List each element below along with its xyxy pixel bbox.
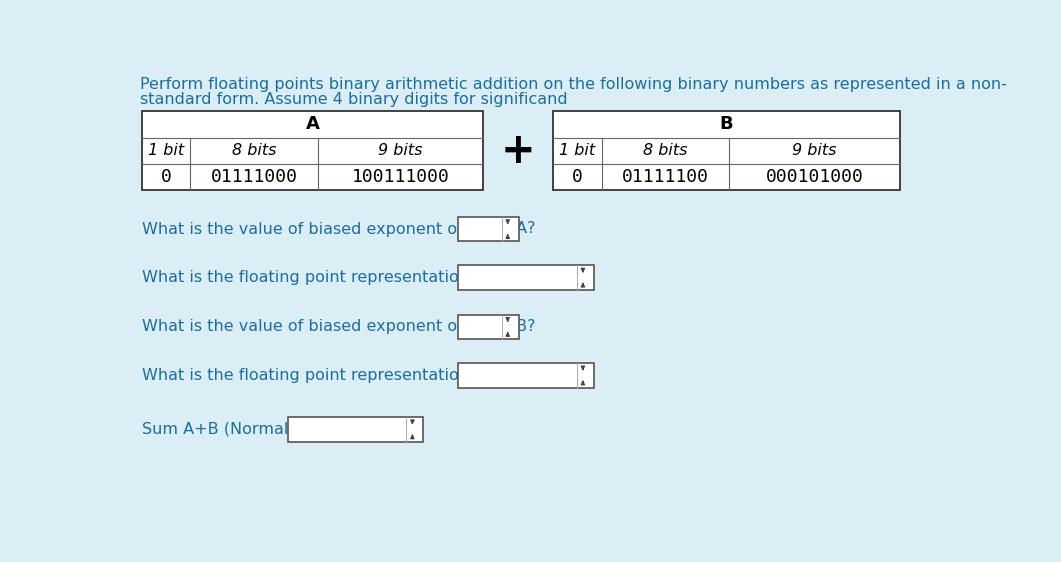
Bar [288, 417, 423, 442]
Text: E: E [489, 319, 499, 334]
Text: standard form. Assume 4 binary digits for significand: standard form. Assume 4 binary digits fo… [140, 92, 568, 107]
Text: 000101000: 000101000 [766, 168, 864, 186]
Text: _B?: _B? [507, 319, 535, 335]
Text: What is the value of biased exponent of B,: What is the value of biased exponent of … [142, 319, 489, 334]
Text: 01111000: 01111000 [210, 168, 297, 186]
Text: 8 bits: 8 bits [231, 143, 276, 158]
Text: 0: 0 [572, 168, 582, 186]
Bar [458, 217, 519, 242]
Text: 9 bits: 9 bits [378, 143, 422, 158]
Text: 1 bit: 1 bit [147, 143, 184, 158]
Text: What is the floating point representation of B?: What is the floating point representatio… [142, 368, 514, 383]
Text: b: b [499, 324, 507, 337]
Text: 8 bits: 8 bits [643, 143, 688, 158]
Text: What is the floating point representation of A?: What is the floating point representatio… [142, 270, 514, 285]
Text: 100111000: 100111000 [351, 168, 449, 186]
Text: +: + [501, 130, 536, 171]
Text: E: E [489, 221, 499, 237]
Text: A: A [306, 115, 319, 133]
Bar [458, 315, 519, 339]
Bar [142, 111, 483, 190]
Text: 0: 0 [160, 168, 172, 186]
Bar [554, 111, 900, 190]
Text: 1 bit: 1 bit [559, 143, 595, 158]
Bar [458, 363, 594, 388]
Text: 9 bits: 9 bits [793, 143, 837, 158]
Text: Perform floating points binary arithmetic addition on the following binary numbe: Perform floating points binary arithmeti… [140, 76, 1007, 92]
Text: Sum A+B (Normalized)?: Sum A+B (Normalized)? [142, 422, 336, 437]
Text: 01111100: 01111100 [622, 168, 709, 186]
Bar [458, 265, 594, 290]
Text: b: b [499, 226, 507, 239]
Text: _A?: _A? [507, 221, 535, 237]
Text: B: B [719, 115, 733, 133]
Text: What is the value of biased exponent of A,: What is the value of biased exponent of … [142, 221, 489, 237]
